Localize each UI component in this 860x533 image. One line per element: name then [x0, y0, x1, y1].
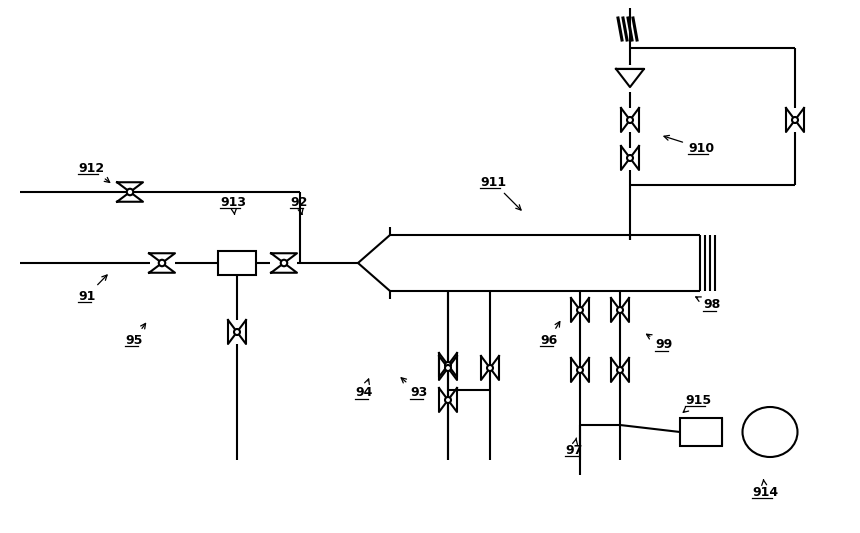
Text: 92: 92 [290, 196, 307, 214]
Circle shape [445, 365, 451, 371]
Circle shape [617, 367, 623, 373]
Text: 912: 912 [78, 161, 110, 182]
Circle shape [234, 329, 240, 335]
Text: 91: 91 [78, 275, 108, 303]
Text: 911: 911 [480, 175, 521, 210]
Circle shape [280, 260, 287, 266]
Circle shape [617, 307, 623, 313]
Text: 910: 910 [664, 135, 714, 155]
Circle shape [577, 307, 583, 313]
Bar [218, 251, 256, 275]
Text: 914: 914 [752, 480, 778, 498]
Text: 915: 915 [683, 393, 711, 413]
Circle shape [792, 117, 798, 123]
Text: 97: 97 [565, 438, 582, 456]
Text: 94: 94 [355, 379, 372, 400]
Circle shape [627, 155, 633, 161]
Circle shape [159, 260, 165, 266]
Text: 93: 93 [401, 378, 427, 400]
Circle shape [126, 189, 133, 195]
Text: 98: 98 [696, 297, 721, 311]
Text: 96: 96 [540, 321, 560, 346]
Circle shape [487, 365, 493, 371]
Text: 913: 913 [220, 196, 246, 214]
Ellipse shape [742, 407, 797, 457]
Circle shape [627, 117, 633, 123]
Text: 99: 99 [647, 334, 673, 351]
Bar [680, 418, 722, 446]
Circle shape [445, 362, 451, 368]
Circle shape [445, 397, 451, 403]
Circle shape [577, 367, 583, 373]
Text: 95: 95 [125, 324, 145, 346]
